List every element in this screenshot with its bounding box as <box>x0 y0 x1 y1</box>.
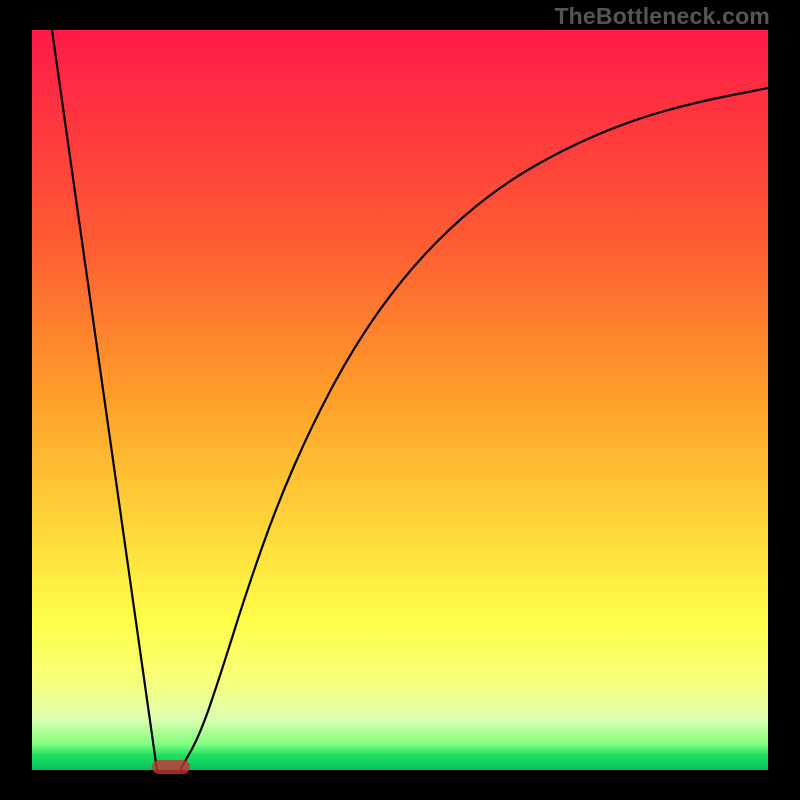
minimum-marker <box>152 760 190 774</box>
watermark-text: TheBottleneck.com <box>554 3 770 30</box>
chart-plot-area <box>32 30 768 770</box>
